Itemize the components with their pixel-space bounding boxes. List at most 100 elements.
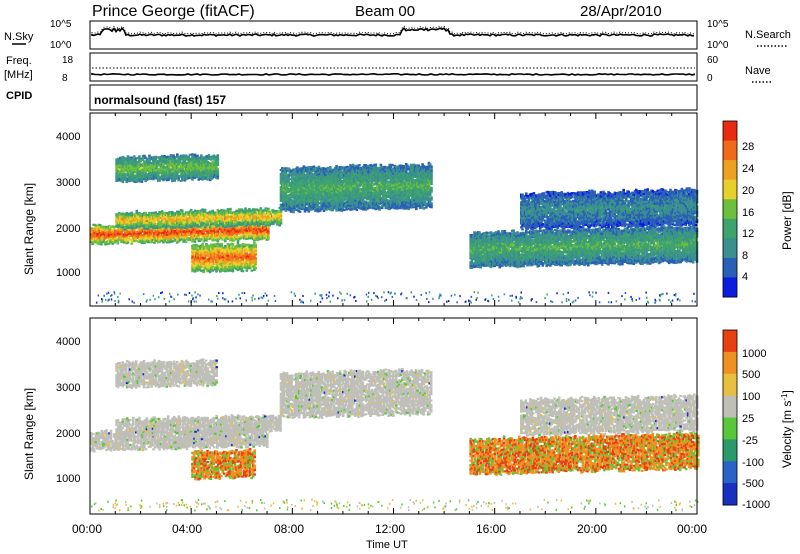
power-cell: [268, 211, 271, 213]
power-cell: [198, 236, 201, 238]
power-cell: [277, 211, 280, 213]
power-cell: [254, 213, 257, 215]
power-cell: [191, 240, 194, 242]
power-cell: [185, 227, 188, 229]
radar-summary-plot: Prince George (fitACF) Beam 00 28/Apr/20…: [0, 0, 800, 554]
power-cell: [220, 209, 223, 211]
power-cell: [362, 199, 365, 201]
power-cell: [303, 165, 306, 167]
power-cell: [117, 224, 120, 226]
power-cell: [308, 187, 311, 189]
power-cell: [155, 211, 158, 213]
power-cell: [260, 207, 263, 209]
power-cell: [134, 240, 137, 242]
power-cell: [181, 210, 184, 212]
power-cell: [187, 237, 190, 239]
power-cell: [280, 220, 283, 222]
power-cell: [342, 182, 345, 184]
nsky-tick-low: 10^0: [50, 40, 72, 51]
power-panel: Slant Range [km] 4000 3000 2000 1000 28 …: [22, 113, 794, 306]
power-cell: [227, 226, 230, 228]
power-cell: [158, 226, 161, 228]
power-cell: [104, 237, 107, 239]
power-cell: [291, 197, 294, 199]
power-cell: [308, 193, 311, 195]
power-cell: [367, 165, 370, 167]
power-cell: [161, 210, 164, 212]
power-cell: [301, 208, 304, 210]
power-cell: [151, 241, 154, 243]
cpid-panel: CPID normalsound (fast) 157: [6, 85, 697, 110]
power-cell: [310, 209, 313, 211]
power-cell: [309, 199, 312, 201]
power-cell: [267, 227, 270, 229]
power-cell: [267, 238, 270, 240]
power-cell: [321, 200, 324, 202]
power-cell: [292, 211, 295, 213]
power-cell: [204, 226, 207, 228]
power-cell: [244, 207, 247, 209]
power-cell: [353, 179, 356, 181]
power-cell: [194, 210, 197, 212]
power-cell: [286, 208, 289, 210]
power-cell: [272, 223, 275, 225]
power-cell: [132, 227, 135, 229]
power-cell: [204, 209, 207, 211]
power-cell: [270, 213, 273, 215]
power-cell: [217, 230, 220, 232]
power-cell: [191, 236, 194, 238]
power-cell: [375, 208, 378, 210]
power-cell: [99, 224, 102, 226]
power-cell: [144, 212, 147, 214]
power-cell: [174, 230, 177, 232]
power-cell: [204, 211, 207, 213]
freq-tick-low: 8: [62, 73, 68, 84]
power-cell: [313, 193, 316, 195]
power-cell: [131, 243, 134, 245]
power-cell: [100, 243, 103, 245]
power-cell: [262, 211, 265, 213]
power-cell: [352, 164, 355, 166]
freq-panel: Freq. [MHz] 18 8 60 0 Nave: [4, 53, 772, 84]
power-cell: [204, 218, 207, 220]
power-cell: [161, 238, 164, 240]
power-cell: [299, 211, 302, 213]
power-cell: [117, 226, 120, 228]
power-cell: [166, 225, 169, 227]
power-cell: [332, 209, 335, 211]
power-cell: [131, 225, 134, 227]
cpid-label: CPID: [6, 90, 32, 102]
nsearch-series-line: [92, 26, 694, 34]
power-cell: [248, 233, 251, 235]
power-cell: [128, 235, 131, 237]
nave-tick-high: 60: [707, 55, 719, 66]
power-cell: [248, 208, 251, 210]
power-cell: [375, 164, 378, 166]
power-cell: [282, 174, 285, 176]
power-cell: [177, 226, 180, 228]
nsearch-tick-low: 10^0: [707, 40, 729, 51]
power-cell: [305, 207, 308, 209]
power-cell: [185, 241, 188, 243]
nave-tick-low: 0: [707, 73, 713, 84]
power-cell: [367, 167, 370, 169]
power-cell: [344, 198, 347, 200]
power-cell: [267, 230, 270, 232]
power-cell: [194, 241, 197, 243]
power-cell: [117, 240, 120, 242]
power-cell: [196, 222, 199, 224]
power-cell: [153, 242, 156, 244]
power-cell: [190, 209, 193, 211]
power-cell: [128, 237, 131, 239]
power-cell: [342, 194, 345, 196]
power-cell: [258, 220, 261, 222]
freq-unit: [MHz]: [4, 69, 33, 81]
power-cell: [209, 226, 212, 228]
power-cell: [310, 172, 313, 174]
power-cell: [380, 202, 383, 204]
power-cell: [309, 195, 312, 197]
power-cell: [309, 166, 312, 168]
power-cell: [131, 212, 134, 214]
power-cell: [305, 209, 308, 211]
power-cell: [357, 189, 360, 191]
